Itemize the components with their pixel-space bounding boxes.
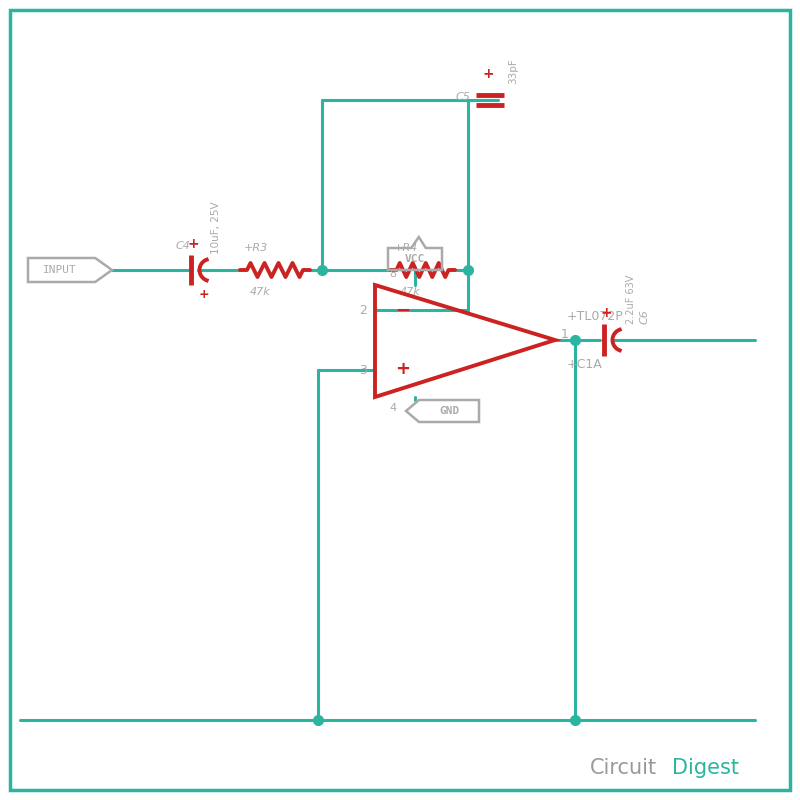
Text: +R3: +R3 (244, 243, 268, 253)
Text: +: + (187, 237, 199, 251)
Text: 4: 4 (390, 403, 397, 413)
Text: +: + (482, 67, 494, 81)
Text: 2.2uF 63V: 2.2uF 63V (626, 274, 636, 324)
Text: +: + (600, 306, 612, 320)
Text: 8: 8 (390, 269, 397, 279)
Text: +TL072P: +TL072P (567, 310, 624, 322)
Text: 33pF: 33pF (508, 58, 518, 84)
Text: VCC: VCC (405, 254, 425, 264)
Text: 2: 2 (359, 303, 367, 317)
Text: +: + (395, 360, 410, 378)
Text: +: + (198, 288, 210, 301)
Text: GND: GND (439, 406, 459, 416)
Text: +R4: +R4 (394, 243, 418, 253)
Text: 47k: 47k (400, 287, 421, 297)
Text: +C1A: +C1A (567, 358, 602, 370)
Text: 1: 1 (561, 329, 569, 342)
Text: C5: C5 (455, 92, 470, 102)
Text: C4: C4 (175, 241, 190, 251)
Text: 10uF, 25V: 10uF, 25V (211, 202, 221, 254)
Text: −: − (395, 302, 410, 320)
Text: 47k: 47k (250, 287, 270, 297)
Text: Circuit: Circuit (590, 758, 657, 778)
Text: Digest: Digest (672, 758, 739, 778)
Text: 3: 3 (359, 363, 367, 377)
Text: INPUT: INPUT (43, 265, 77, 275)
Text: C6: C6 (640, 309, 650, 324)
